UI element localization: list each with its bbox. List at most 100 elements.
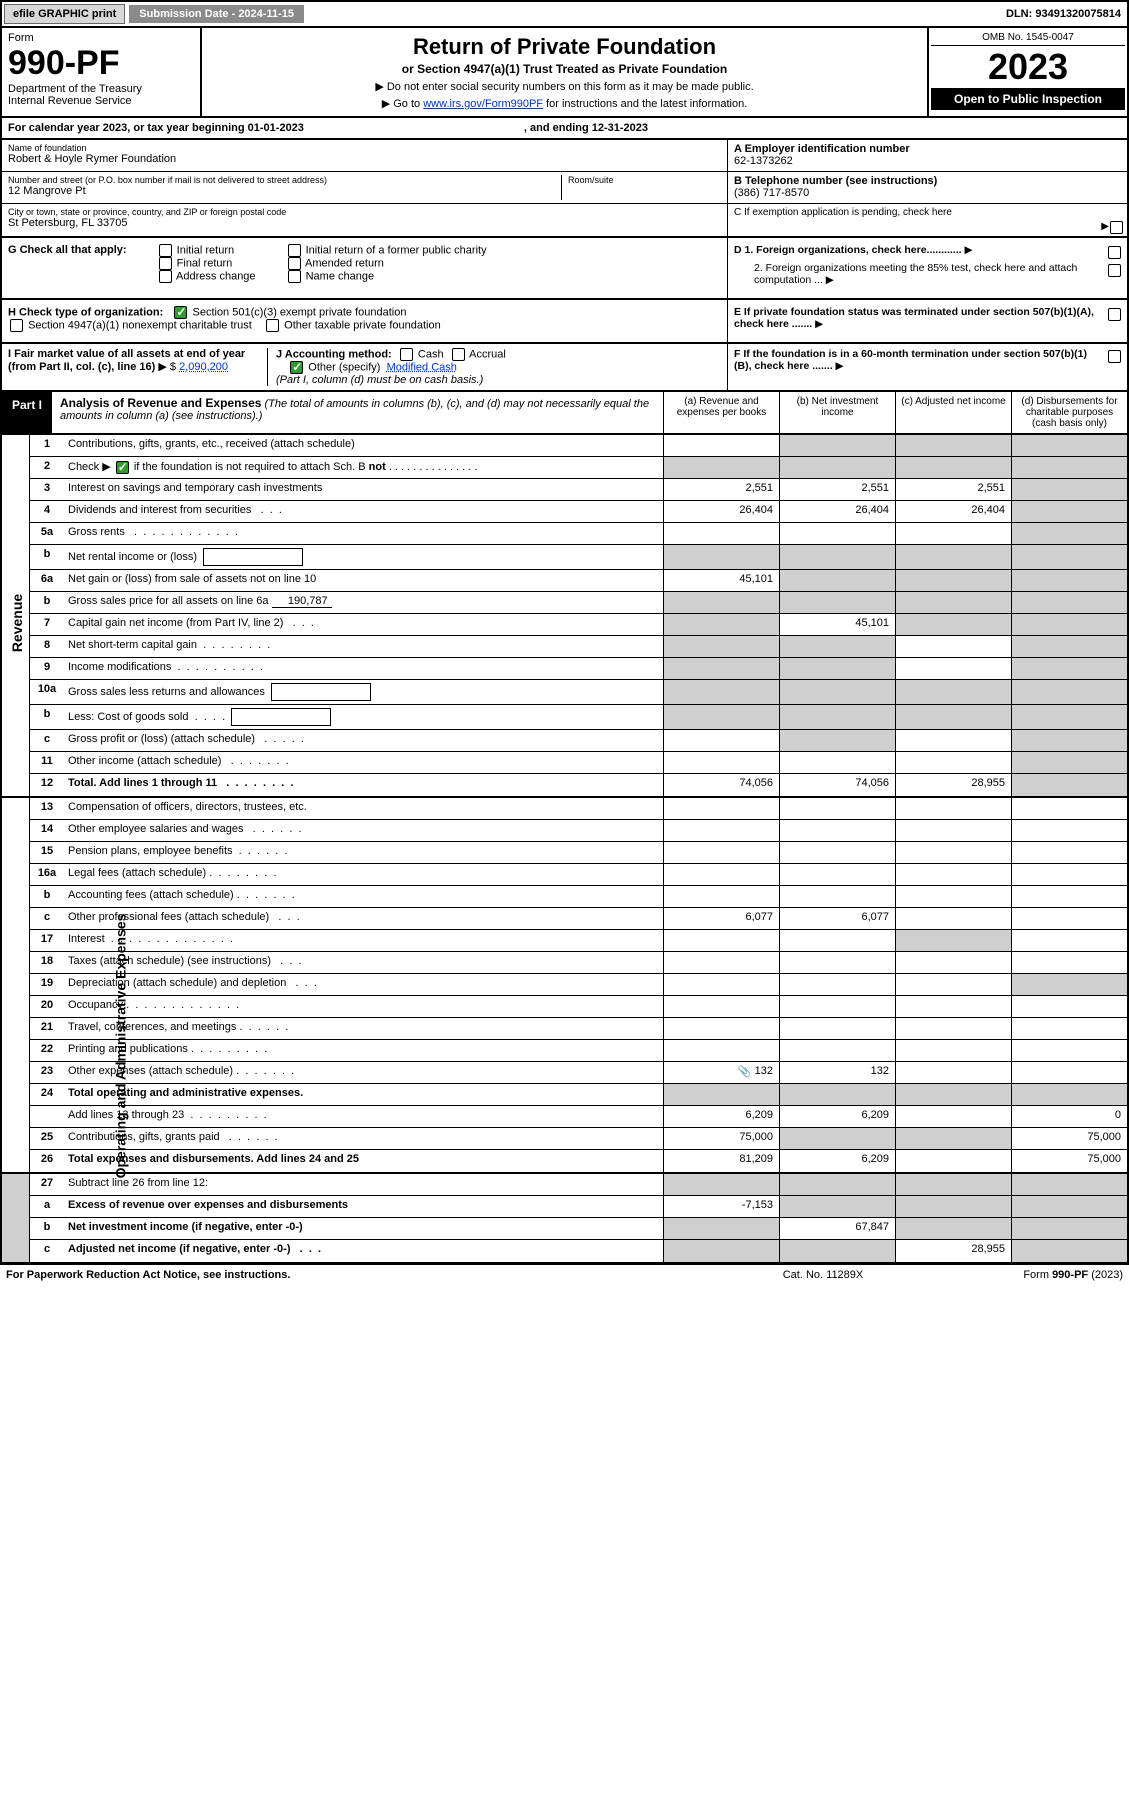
form-subtitle: or Section 4947(a)(1) Trust Treated as P… — [212, 62, 917, 76]
d2-checkbox[interactable] — [1108, 264, 1121, 277]
r16c-a: 6,077 — [663, 908, 779, 929]
g-o4: Amended return — [305, 257, 384, 269]
row-13-desc: Compensation of officers, directors, tru… — [64, 798, 663, 819]
header-mid: Return of Private Foundation or Section … — [202, 28, 927, 116]
f-checkbox[interactable] — [1108, 350, 1121, 363]
part1-title: Analysis of Revenue and Expenses — [60, 396, 261, 410]
d1-checkbox[interactable] — [1108, 246, 1121, 259]
row-10c-desc: Gross profit or (loss) (attach schedule)… — [64, 730, 663, 751]
address: 12 Mangrove Pt — [8, 185, 561, 197]
entity-block: Name of foundation Robert & Hoyle Rymer … — [0, 140, 1129, 238]
j-cash: Cash — [418, 348, 444, 360]
r27c-c: 28,955 — [895, 1240, 1011, 1262]
instr2-pre: ▶ Go to — [382, 98, 423, 110]
g-initial-checkbox[interactable] — [159, 244, 172, 257]
row-16c-desc: Other professional fees (attach schedule… — [64, 908, 663, 929]
arrow-icon: ▶ — [1101, 221, 1109, 232]
h-4947-checkbox[interactable] — [10, 319, 23, 332]
r4-a: 26,404 — [663, 501, 779, 522]
city-label: City or town, state or province, country… — [8, 207, 721, 217]
d-section: D 1. Foreign organizations, check here..… — [727, 238, 1127, 298]
line27-side — [2, 1174, 30, 1262]
row-6b-desc: Gross sales price for all assets on line… — [64, 592, 663, 613]
ein-row: A Employer identification number 62-1373… — [728, 140, 1127, 172]
i-value: 2,090,200 — [179, 361, 228, 373]
g-o3: Final return — [177, 257, 233, 269]
revenue-rows: 1Contributions, gifts, grants, etc., rec… — [30, 435, 1127, 796]
ijf-block: I Fair market value of all assets at end… — [0, 344, 1129, 392]
ein-label: A Employer identification number — [734, 143, 1121, 155]
h-other-checkbox[interactable] — [266, 319, 279, 332]
form-header: Form 990-PF Department of the Treasury I… — [0, 28, 1129, 118]
row-18-desc: Taxes (attach schedule) (see instruction… — [64, 952, 663, 973]
c-checkbox[interactable] — [1110, 221, 1123, 234]
irs-label: Internal Revenue Service — [8, 95, 194, 107]
e-checkbox[interactable] — [1108, 308, 1121, 321]
footer-left: For Paperwork Reduction Act Notice, see … — [6, 1269, 723, 1281]
g-name-checkbox[interactable] — [288, 270, 301, 283]
phone-row: B Telephone number (see instructions) (3… — [728, 172, 1127, 204]
r12-c: 28,955 — [895, 774, 1011, 796]
row-6a-desc: Net gain or (loss) from sale of assets n… — [64, 570, 663, 591]
row-15-desc: Pension plans, employee benefits . . . .… — [64, 842, 663, 863]
r7-b: 45,101 — [779, 614, 895, 635]
calendar-year-row: For calendar year 2023, or tax year begi… — [0, 118, 1129, 140]
r27b-b: 67,847 — [779, 1218, 895, 1239]
city-row: City or town, state or province, country… — [2, 204, 727, 236]
r5b-box — [203, 548, 303, 566]
r6a-a: 45,101 — [663, 570, 779, 591]
form990pf-link[interactable]: www.irs.gov/Form990PF — [423, 98, 543, 110]
expenses-label: Operating and Administrative Expenses — [112, 914, 128, 1179]
g-o1: Initial return — [177, 244, 234, 256]
r26-d: 75,000 — [1011, 1150, 1127, 1172]
j-note: (Part I, column (d) must be on cash basi… — [276, 374, 483, 386]
foundation-name-row: Name of foundation Robert & Hoyle Rymer … — [2, 140, 727, 172]
row-25-desc: Contributions, gifts, grants paid . . . … — [64, 1128, 663, 1149]
footer-mid: Cat. No. 11289X — [723, 1269, 923, 1281]
row-12-desc: Total. Add lines 1 through 11 . . . . . … — [64, 774, 663, 796]
r10a-box — [271, 683, 371, 701]
line27-block: 27Subtract line 26 from line 12: aExcess… — [0, 1174, 1129, 1264]
r4-c: 26,404 — [895, 501, 1011, 522]
h-e-block: H Check type of organization: Section 50… — [0, 300, 1129, 344]
g-final-checkbox[interactable] — [159, 257, 172, 270]
efile-print-button[interactable]: efile GRAPHIC print — [4, 4, 125, 24]
row-2-desc: Check ▶ if the foundation is not require… — [64, 457, 663, 478]
r12-a: 74,056 — [663, 774, 779, 796]
city-state-zip: St Petersburg, FL 33705 — [8, 217, 721, 229]
h-label: H Check type of organization: — [8, 306, 163, 318]
attachment-icon[interactable]: 📎 — [738, 1065, 752, 1077]
g-address-checkbox[interactable] — [159, 270, 172, 283]
row-7-desc: Capital gain net income (from Part IV, l… — [64, 614, 663, 635]
j-accrual: Accrual — [469, 348, 506, 360]
part1-title-cell: Analysis of Revenue and Expenses (The to… — [52, 392, 663, 433]
row-23-desc: Other expenses (attach schedule) . . . .… — [64, 1062, 663, 1083]
h-501c3-checkbox[interactable] — [174, 306, 187, 319]
instr-line-1: ▶ Do not enter social security numbers o… — [212, 80, 917, 93]
row-21-desc: Travel, conferences, and meetings . . . … — [64, 1018, 663, 1039]
g-amended-checkbox[interactable] — [288, 257, 301, 270]
col-a-header: (a) Revenue and expenses per books — [663, 392, 779, 433]
g-label: G Check all that apply: — [8, 244, 127, 283]
expenses-side-label: Operating and Administrative Expenses — [2, 798, 30, 1172]
instr-line-2: ▶ Go to www.irs.gov/Form990PF for instru… — [212, 97, 917, 110]
row-11-desc: Other income (attach schedule) . . . . .… — [64, 752, 663, 773]
header-right: OMB No. 1545-0047 2023 Open to Public In… — [927, 28, 1127, 116]
sch-b-checkbox[interactable] — [116, 461, 129, 474]
h-o1: Section 501(c)(3) exempt private foundat… — [192, 306, 406, 318]
ij-section: I Fair market value of all assets at end… — [2, 344, 727, 390]
row-26-desc: Total expenses and disbursements. Add li… — [64, 1150, 663, 1172]
dept-label: Department of the Treasury — [8, 83, 194, 95]
row-22-desc: Printing and publications . . . . . . . … — [64, 1040, 663, 1061]
j-cash-checkbox[interactable] — [400, 348, 413, 361]
g-initial-former-checkbox[interactable] — [288, 244, 301, 257]
e-label: E If private foundation status was termi… — [734, 306, 1094, 330]
j-other-checkbox[interactable] — [290, 361, 303, 374]
row-24b-desc: Add lines 13 through 23 . . . . . . . . … — [64, 1106, 663, 1127]
e-section: E If private foundation status was termi… — [727, 300, 1127, 342]
page-footer: For Paperwork Reduction Act Notice, see … — [0, 1264, 1129, 1285]
calyear-end: , and ending 12-31-2023 — [524, 122, 648, 134]
col-b-header: (b) Net investment income — [779, 392, 895, 433]
j-accrual-checkbox[interactable] — [452, 348, 465, 361]
revenue-label: Revenue — [9, 594, 25, 652]
